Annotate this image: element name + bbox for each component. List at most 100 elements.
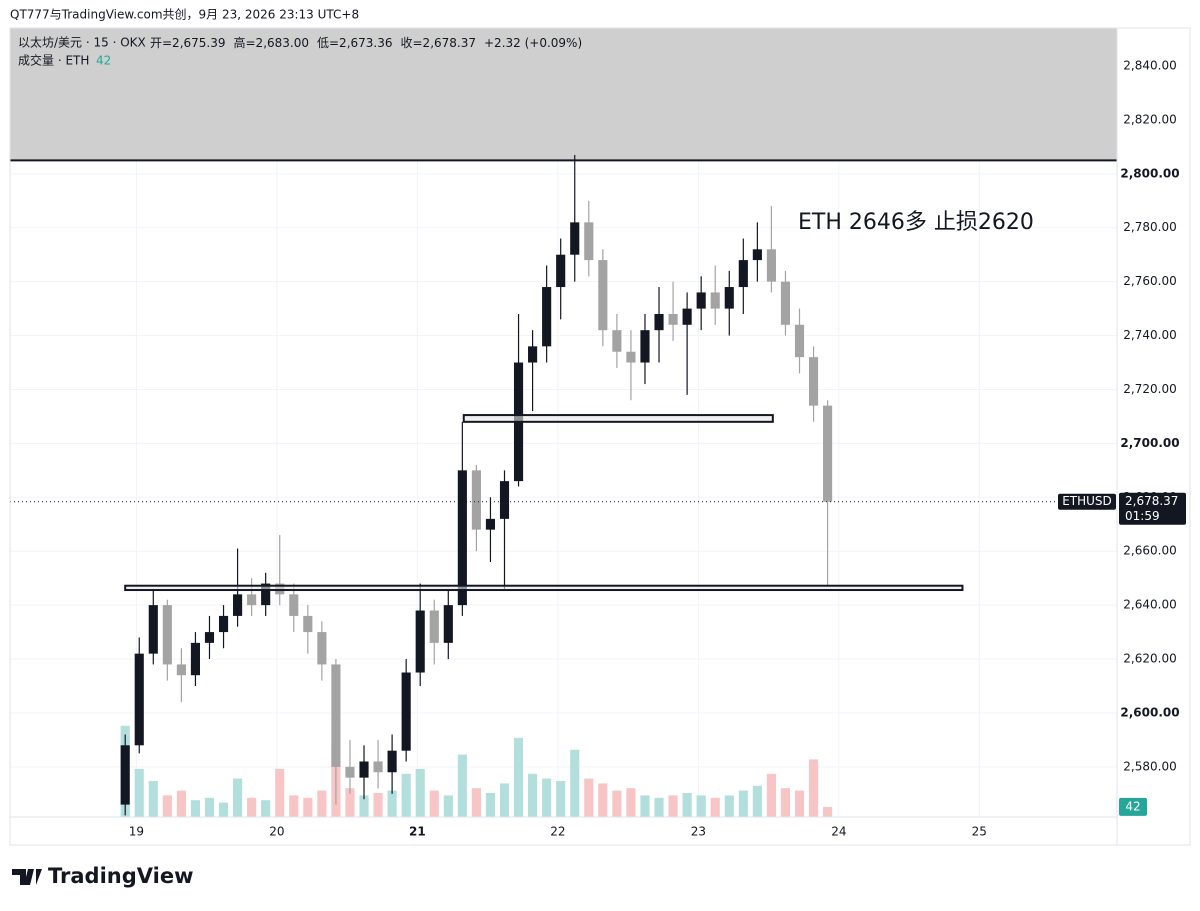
candle-body (823, 405, 833, 502)
volume-bar (780, 788, 791, 817)
candle-body (584, 222, 594, 261)
symbol-tag-label: ETHUSD (1062, 494, 1112, 508)
price-tag (1119, 492, 1186, 525)
candle-body (120, 745, 130, 805)
legend-symbol: 以太坊/美元 · 15 · OKX (18, 35, 146, 50)
y-tick-label: 2,780.00 (1123, 220, 1176, 234)
volume-bar (682, 793, 692, 817)
symbol-tag (1058, 493, 1116, 510)
volume-bar (387, 790, 397, 817)
candle-body (345, 766, 355, 778)
y-tick-label: 2,660.00 (1123, 544, 1176, 558)
candle-body (738, 260, 748, 288)
volume-bar (528, 773, 538, 817)
y-tick-label: 2,740.00 (1123, 328, 1176, 342)
candle-body (387, 750, 397, 773)
volume-bar (429, 790, 439, 817)
volume-tag-label: 42 (1125, 799, 1140, 813)
volume-bar (485, 793, 496, 817)
candle-body (471, 470, 481, 530)
volume-bar (289, 795, 299, 817)
volume-bar (724, 795, 734, 817)
candle-body (359, 761, 369, 778)
x-tick-label: 23 (691, 825, 706, 839)
candle-body (612, 330, 622, 352)
candle-body (542, 287, 552, 347)
drawn-box (462, 414, 774, 423)
candle-body (499, 481, 510, 519)
logo-mark (12, 869, 42, 885)
legend-change: +2.32 (+0.09%) (484, 36, 582, 50)
legend-volume-value: 42 (96, 54, 111, 68)
volume-bar (317, 790, 327, 817)
volume-bar (275, 769, 285, 817)
candle-body (148, 605, 158, 654)
volume-bar (626, 788, 636, 817)
candle-body (289, 594, 299, 616)
x-tick-label: 22 (550, 825, 565, 839)
x-tick-label: 21 (409, 825, 426, 839)
volume-bar (303, 797, 313, 817)
volume-bar (471, 788, 481, 817)
frame (9, 27, 1191, 846)
candle-body (626, 351, 636, 363)
volume-bar (766, 773, 776, 817)
volume-bar (794, 790, 805, 817)
candle-body (682, 308, 692, 325)
x-tick-label: 20 (269, 825, 284, 839)
brand: TradingView (48, 864, 193, 888)
price-tag-countdown: 01:59 (1125, 509, 1160, 523)
volume-bar (499, 783, 510, 817)
volume-bar (162, 795, 172, 817)
volume-bar (598, 783, 608, 817)
candle-body (443, 605, 453, 643)
y-tick-label: 2,820.00 (1123, 112, 1176, 126)
volume-bar (710, 797, 720, 817)
volume-tag (1119, 797, 1147, 816)
volume-bar (612, 790, 622, 817)
candle-body (176, 664, 186, 676)
candle-body (528, 346, 538, 363)
volume-bar (556, 781, 566, 817)
candle-body (401, 672, 411, 751)
volume-bar (218, 802, 229, 817)
legend-ohlc: 开=2,675.39 高=2,683.00 低=2,673.36 收=2,678.37… (150, 35, 582, 50)
candle-body (457, 470, 467, 606)
volume-bar (457, 754, 467, 817)
volume-bar (190, 800, 201, 817)
resistance-zone (10, 28, 1117, 161)
candle-body (317, 632, 327, 665)
candle-body (331, 664, 341, 767)
candle-body (696, 292, 706, 309)
y-tick-label: 2,800.00 (1120, 166, 1179, 180)
candle-body (598, 260, 608, 331)
candle-body (429, 610, 439, 643)
x-tick-label: 24 (831, 825, 846, 839)
volume-bar (738, 790, 748, 817)
volume-bar (373, 793, 383, 817)
candle-body (724, 287, 734, 309)
candle-body (373, 761, 383, 773)
legend-volume: 成交量 · ETH (18, 53, 89, 68)
candle-body (654, 314, 664, 331)
candle-body (794, 324, 805, 358)
volume-bar (823, 806, 833, 817)
y-tick-label: 2,700.00 (1120, 436, 1179, 450)
price-tag-label: 2,678.37 (1125, 494, 1178, 508)
annotation: ETH 2646多 止损2620 (798, 210, 1034, 235)
candle-body (415, 610, 425, 673)
volume-bar (134, 769, 144, 817)
x-tick-label: 25 (972, 825, 987, 839)
y-tick-label: 2,600.00 (1120, 705, 1179, 719)
volume-bar (570, 749, 580, 817)
volume-bar (233, 778, 243, 817)
volume-bar (443, 795, 453, 817)
y-tick-label: 2,760.00 (1123, 274, 1176, 288)
candle-body (303, 615, 313, 633)
volume-bar (654, 797, 664, 817)
brand-logo: TradingView (12, 864, 193, 888)
candle-body (162, 605, 172, 665)
candle-body (485, 518, 496, 530)
volume-bar (345, 788, 355, 817)
